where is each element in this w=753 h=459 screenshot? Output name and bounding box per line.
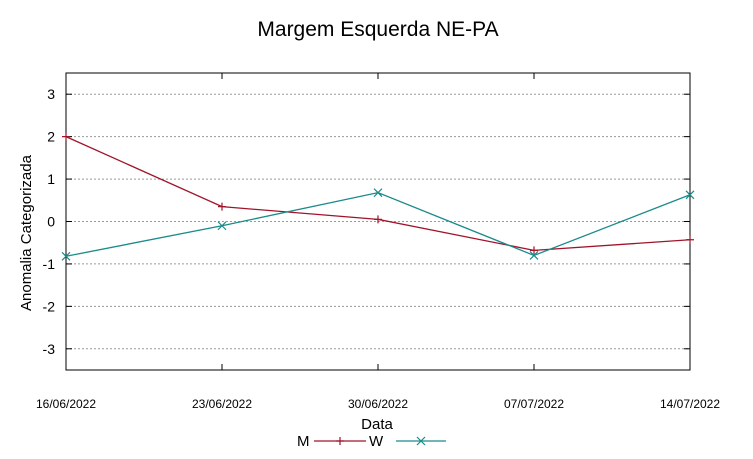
data-point-M — [530, 246, 538, 255]
x-tick-label: 16/06/2022 — [36, 397, 96, 411]
x-tick-label: 07/07/2022 — [504, 397, 564, 411]
grid — [66, 93, 690, 350]
data-point-M — [62, 132, 70, 141]
y-tick-label: -2 — [43, 298, 56, 314]
y-tick-label: 0 — [47, 214, 55, 230]
legend-label-W: W — [369, 433, 384, 450]
legend-label-M: M — [297, 433, 310, 450]
y-tick-label: 3 — [47, 86, 55, 102]
y-tick-label: -3 — [43, 341, 56, 357]
x-tick-label: 14/07/2022 — [660, 397, 720, 411]
y-tick-label: 1 — [47, 171, 55, 187]
data-point-W — [685, 190, 695, 200]
series-line-M — [65, 136, 691, 252]
data-point-W — [529, 251, 539, 260]
data-point-W — [217, 221, 227, 231]
chart-title: Margem Esquerda NE-PA — [257, 18, 498, 41]
y-axis-label: Anomalia Categorizada — [18, 154, 35, 311]
x-axis-label: Data — [361, 416, 393, 433]
series-group — [61, 132, 695, 261]
y-tick-label: -1 — [43, 256, 56, 272]
data-point-W — [61, 251, 71, 261]
data-point-M — [374, 215, 382, 224]
y-tick-label: 2 — [47, 129, 55, 145]
legend-marker-M — [336, 437, 344, 445]
x-tick-label: 30/06/2022 — [348, 397, 408, 411]
x-axis: 16/06/2022 23/06/2022 30/06/2022 07/07/2022… — [36, 73, 720, 411]
data-point-W — [373, 188, 383, 198]
x-tick-label: 23/06/2022 — [192, 397, 252, 411]
legend-marker-W — [416, 436, 426, 446]
data-point-M — [686, 235, 694, 244]
data-point-M — [218, 202, 226, 211]
